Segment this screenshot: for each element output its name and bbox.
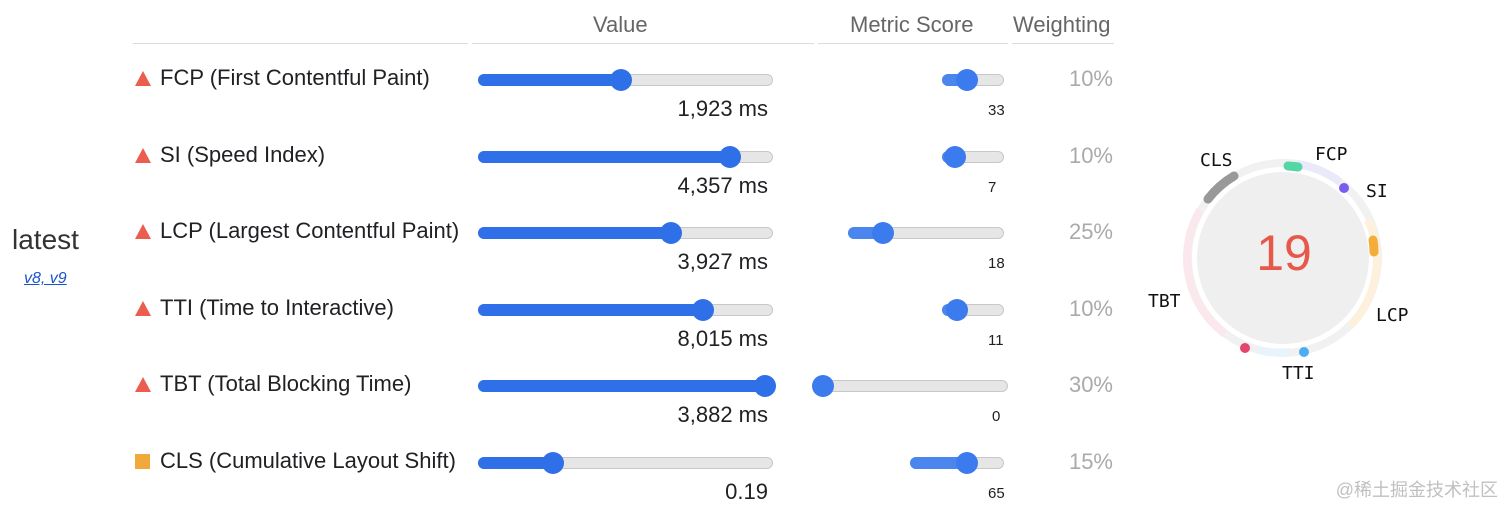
metric-name: SI (Speed Index): [160, 142, 326, 167]
watermark: @稀土掘金技术社区: [1335, 480, 1498, 500]
fail-indicator-icon: [135, 377, 151, 392]
metric-weight: 10%: [1068, 66, 1113, 91]
gauge-label-tbt: TBT: [1148, 291, 1181, 312]
si-arc: [1339, 183, 1349, 193]
metric-row-fcp: FCP (First Contentful Paint) 1,923 ms 33 10…: [0, 62, 1512, 138]
slider-thumb[interactable]: [692, 299, 715, 321]
value-slider-cls[interactable]: [478, 452, 773, 474]
value-slider-tbt[interactable]: [478, 375, 777, 397]
metric-row-lcp: LCP (Largest Contentful Paint) 3,927 ms 18…: [0, 215, 1512, 291]
slider-fill: [478, 304, 705, 316]
fail-indicator-icon: [135, 148, 151, 163]
metric-name: TBT (Total Blocking Time): [160, 371, 412, 396]
slider-fill: [910, 457, 969, 469]
tti-arc-bg: [1257, 346, 1291, 357]
slider-thumb[interactable]: [944, 146, 967, 168]
value-slider-si[interactable]: [478, 146, 773, 168]
metric-value: 1,923 ms: [677, 96, 769, 121]
metric-name: FCP (First Contentful Paint): [160, 65, 430, 90]
slider-thumb[interactable]: [754, 375, 777, 397]
metric-value: 8,015 ms: [677, 326, 769, 351]
score-slider-lcp[interactable]: [848, 222, 1004, 244]
metric-score: 65: [988, 485, 1005, 502]
metric-row-tbt: TBT (Total Blocking Time) 3,882 ms 0 30%: [0, 368, 1512, 444]
metric-name: LCP (Largest Contentful Paint): [160, 218, 460, 243]
slider-thumb[interactable]: [541, 452, 564, 474]
slider-fill: [478, 380, 767, 392]
version-label: latest: [12, 224, 79, 255]
slider-thumb[interactable]: [659, 222, 682, 244]
tbt-arc: [1240, 343, 1250, 353]
metric-name: CLS (Cumulative Layout Shift): [160, 448, 456, 473]
average-indicator-icon: [135, 454, 150, 469]
gauge-label-si: SI: [1366, 181, 1388, 202]
slider-fill: [478, 74, 622, 86]
performance-score: 19: [1256, 225, 1312, 281]
metric-score: 7: [988, 179, 997, 196]
version-links[interactable]: v8, v9: [24, 270, 67, 287]
slider-fill: [478, 457, 554, 469]
slider-fill: [478, 151, 731, 163]
score-slider-fcp[interactable]: [942, 69, 1004, 91]
slider-thumb[interactable]: [945, 299, 968, 321]
slider-thumb[interactable]: [609, 69, 632, 91]
metric-value: 4,357 ms: [677, 173, 769, 198]
metric-score: 33: [988, 102, 1005, 119]
metric-weight: 10%: [1068, 296, 1113, 321]
slider-thumb[interactable]: [872, 222, 895, 244]
gauge-label-lcp: LCP: [1376, 305, 1409, 326]
fail-indicator-icon: [135, 224, 151, 239]
gauge-label-cls: CLS: [1200, 150, 1233, 171]
score-slider-si[interactable]: [942, 146, 1004, 168]
score-gauge: [1183, 159, 1382, 357]
metric-weight: 30%: [1068, 372, 1113, 397]
header-divider: [1012, 43, 1114, 44]
score-slider-tti[interactable]: [942, 299, 1004, 321]
metric-name: TTI (Time to Interactive): [160, 295, 394, 320]
fcp-arc: [1283, 161, 1303, 172]
metric-value: 3,882 ms: [677, 402, 769, 427]
lcp-arc: [1368, 235, 1379, 257]
metric-value: 0.19: [725, 479, 768, 504]
slider-fill: [478, 227, 672, 239]
header-value: Value: [593, 12, 648, 37]
gauge-label-tti: TTI: [1282, 363, 1315, 384]
metric-score: 0: [992, 408, 1001, 425]
value-slider-tti[interactable]: [478, 299, 773, 321]
score-slider-cls[interactable]: [910, 452, 1004, 474]
score-slider-tbt[interactable]: [812, 375, 1008, 397]
metric-score: 18: [988, 255, 1005, 272]
metric-value: 3,927 ms: [677, 249, 769, 274]
slider-thumb[interactable]: [955, 69, 978, 91]
header-divider: [472, 43, 814, 44]
cls-arc: [1203, 171, 1239, 204]
slider-thumb[interactable]: [956, 452, 979, 474]
metric-row-tti: TTI (Time to Interactive) 8,015 ms 11 10%: [0, 292, 1512, 368]
slider-thumb[interactable]: [812, 375, 834, 397]
metric-row-cls: CLS (Cumulative Layout Shift) 0.19 65 15%: [0, 445, 1512, 512]
header-weighting: Weighting: [1013, 12, 1111, 37]
slider-thumb[interactable]: [718, 146, 741, 168]
tti-arc: [1299, 347, 1309, 357]
metric-row-si: SI (Speed Index) 4,357 ms 7 10%: [0, 139, 1512, 215]
tbt-arc-bg: [1183, 207, 1228, 338]
lcp-arc-bg: [1347, 218, 1381, 329]
value-slider-fcp[interactable]: [478, 69, 773, 91]
metric-weight: 15%: [1068, 449, 1113, 474]
metric-score: 11: [988, 332, 1004, 349]
gauge-disc: [1197, 172, 1369, 344]
gauge-label-fcp: FCP: [1315, 144, 1348, 165]
header-divider: [133, 43, 468, 44]
value-slider-lcp[interactable]: [478, 222, 773, 244]
metric-weight: 25%: [1068, 219, 1113, 244]
header-divider: [818, 43, 1008, 44]
header-metric-score: Metric Score: [850, 12, 974, 37]
metric-weight: 10%: [1068, 143, 1113, 168]
fail-indicator-icon: [135, 301, 151, 316]
fail-indicator-icon: [135, 71, 151, 86]
